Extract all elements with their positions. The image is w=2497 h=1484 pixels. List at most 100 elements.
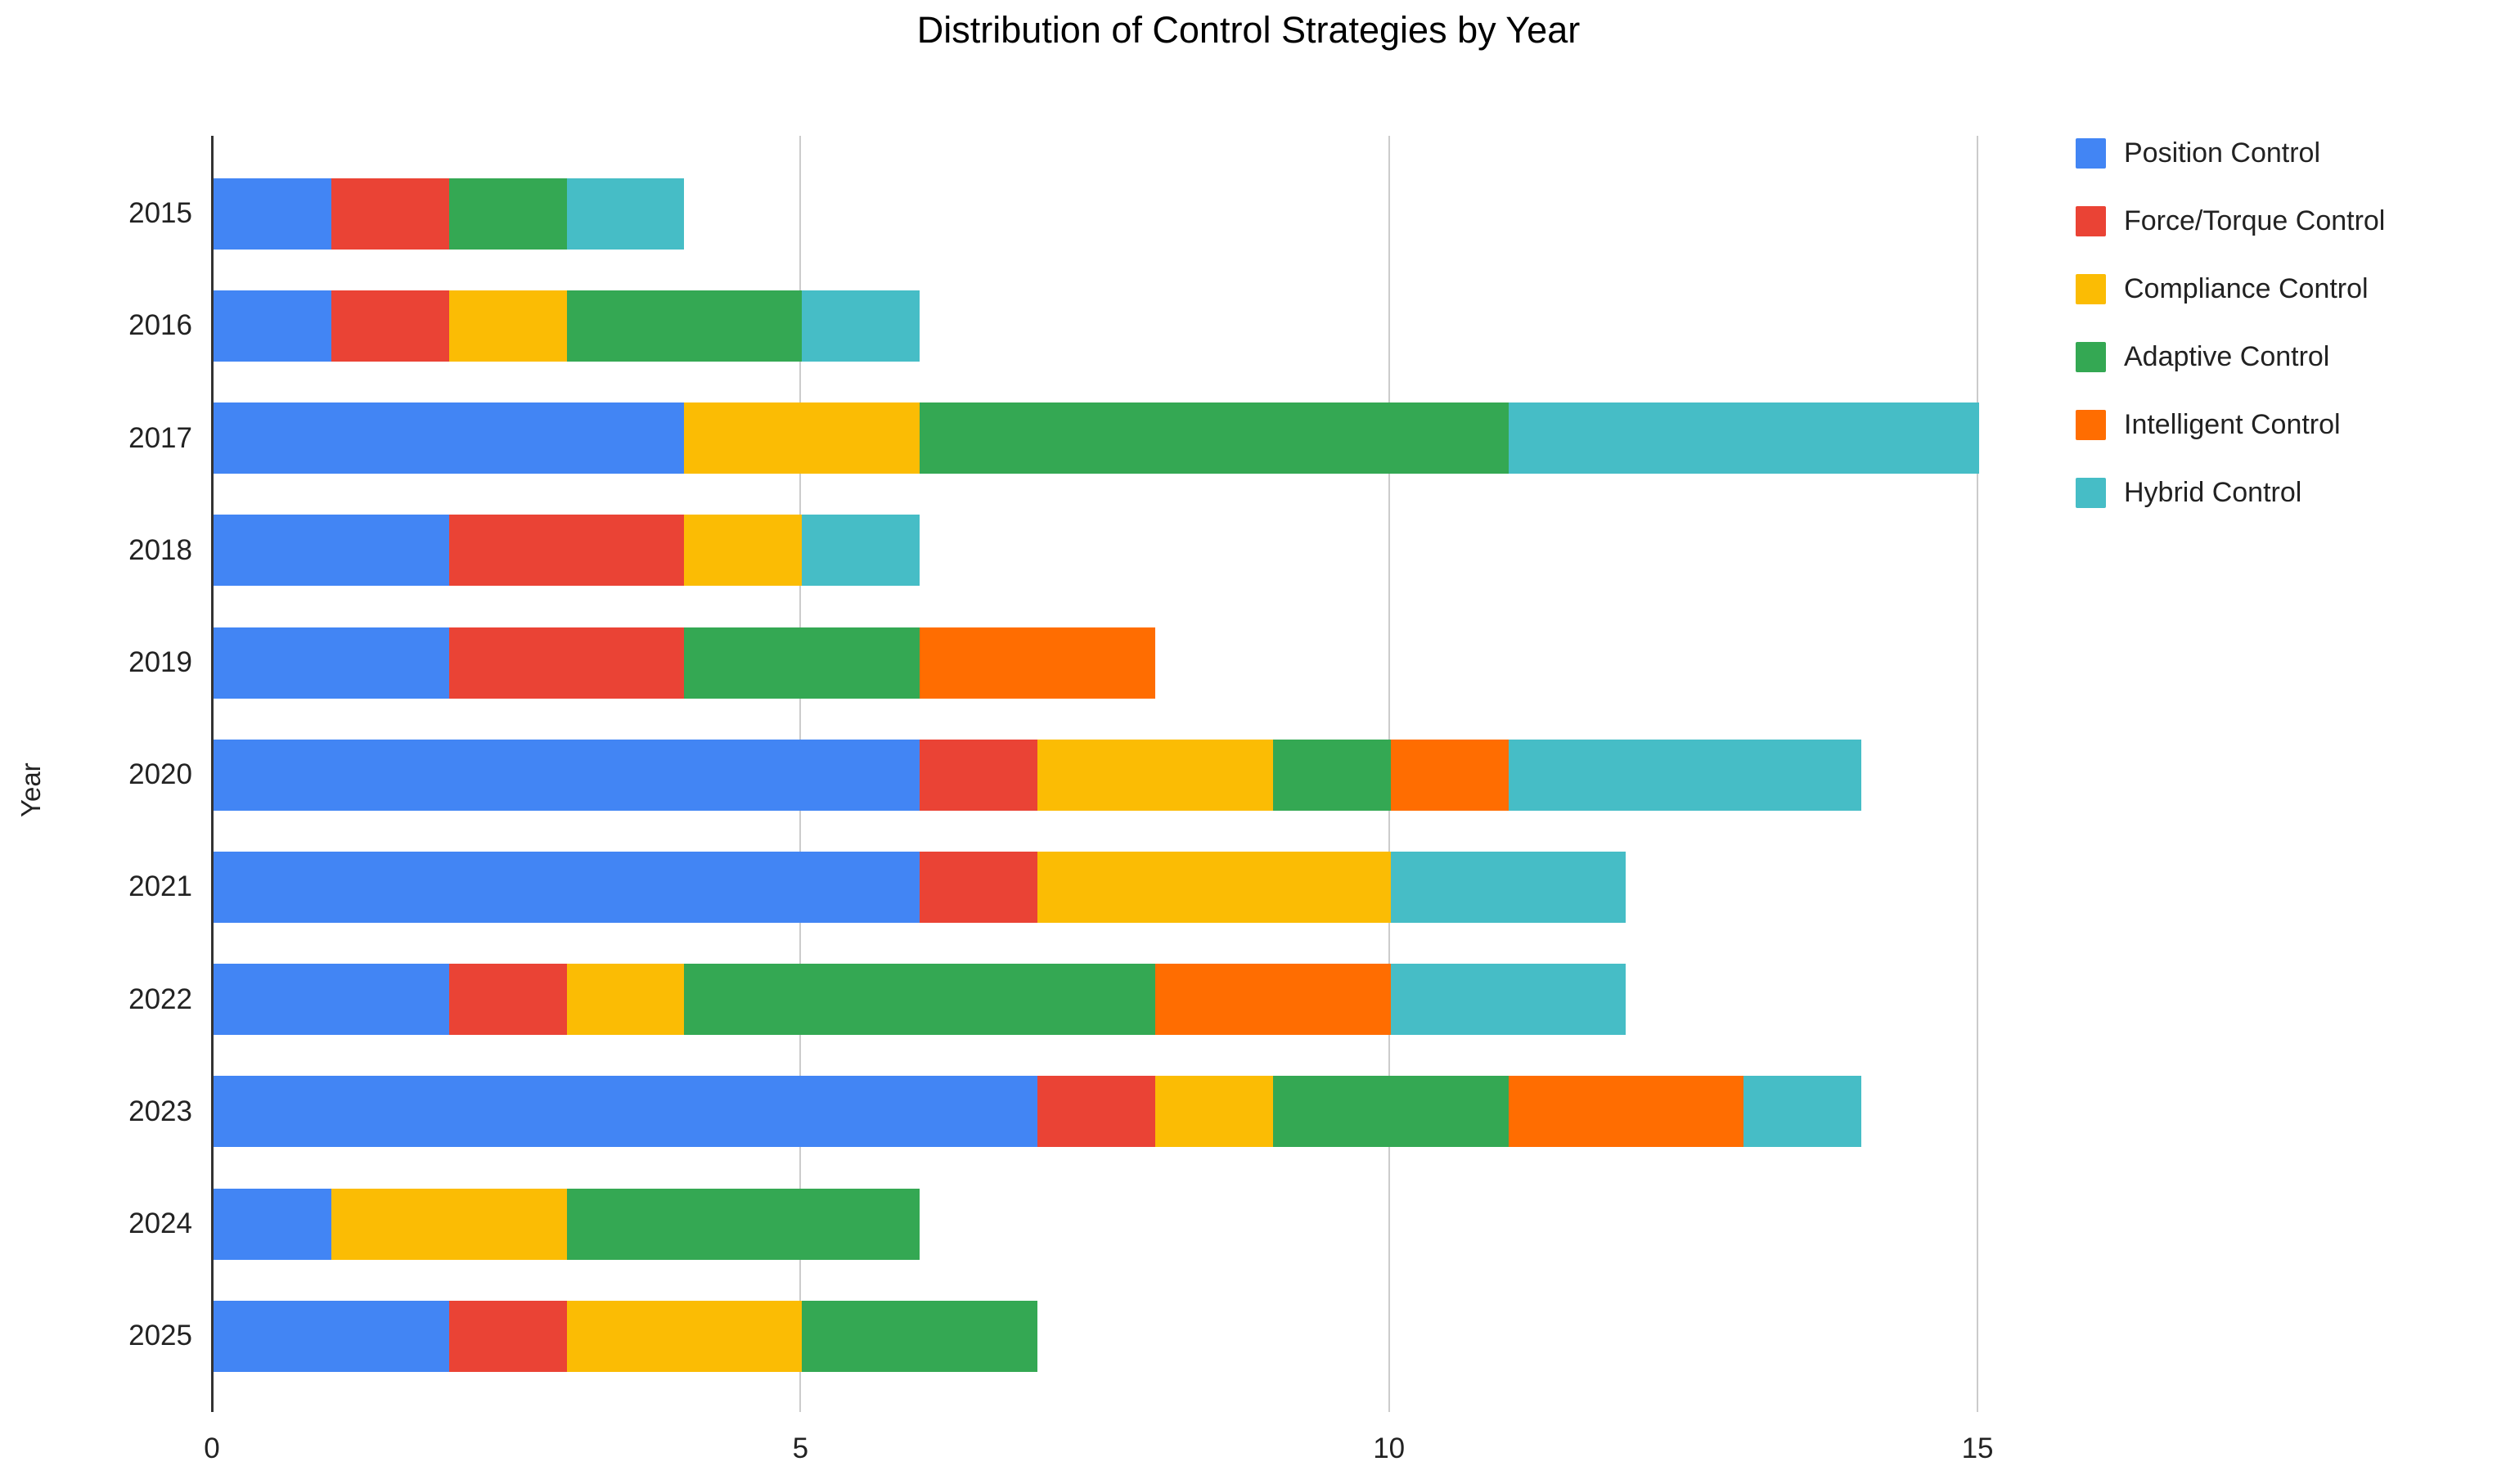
bar-segment-position-control-2021[interactable] bbox=[214, 851, 920, 923]
bar-segment-adaptive-control-2015[interactable] bbox=[448, 178, 567, 250]
bar-segment-intelligent-control-2019[interactable] bbox=[920, 627, 1155, 699]
legend-swatch-force-torque-control bbox=[2076, 206, 2106, 236]
legend-item-compliance-control[interactable]: Compliance Control bbox=[2076, 273, 2385, 304]
bar-segment-compliance-control-2021[interactable] bbox=[1037, 851, 1391, 923]
bar-segment-force-torque-control-2021[interactable] bbox=[920, 851, 1038, 923]
bar-segment-compliance-control-2022[interactable] bbox=[566, 964, 685, 1036]
bar-segment-compliance-control-2017[interactable] bbox=[684, 402, 920, 474]
y-tick-label-2019: 2019 bbox=[128, 646, 192, 678]
legend-item-position-control[interactable]: Position Control bbox=[2076, 137, 2385, 169]
bar-segment-compliance-control-2018[interactable] bbox=[684, 515, 803, 587]
legend-swatch-position-control bbox=[2076, 138, 2106, 169]
bar-segment-hybrid-control-2015[interactable] bbox=[566, 178, 685, 250]
bar-segment-adaptive-control-2019[interactable] bbox=[684, 627, 920, 699]
bar-row-2017 bbox=[214, 402, 1980, 474]
bar-segment-adaptive-control-2022[interactable] bbox=[684, 964, 1155, 1036]
bar-segment-adaptive-control-2024[interactable] bbox=[566, 1188, 920, 1260]
bar-segment-position-control-2020[interactable] bbox=[214, 739, 920, 811]
bar-segment-position-control-2016[interactable] bbox=[214, 290, 331, 362]
legend-item-force-torque-control[interactable]: Force/Torque Control bbox=[2076, 205, 2386, 236]
bar-segment-force-torque-control-2018[interactable] bbox=[448, 515, 685, 587]
bar-segment-compliance-control-2025[interactable] bbox=[566, 1300, 803, 1372]
y-axis-line bbox=[211, 136, 214, 1412]
bar-segment-position-control-2024[interactable] bbox=[214, 1188, 331, 1260]
y-axis-tick-labels: 2015 2016 2017 2018 2019 2020 2021 2022 2023 2024… bbox=[0, 136, 192, 1412]
bar-segment-hybrid-control-2023[interactable] bbox=[1743, 1076, 1862, 1148]
bar-segment-compliance-control-2023[interactable] bbox=[1154, 1076, 1273, 1148]
x-tick-label-0: 0 bbox=[204, 1432, 220, 1464]
x-axis-tick-labels: 0 5 10 15 bbox=[204, 1432, 2022, 1473]
legend-label-compliance-control: Compliance Control bbox=[2124, 273, 2369, 304]
bar-segment-compliance-control-2024[interactable] bbox=[331, 1188, 567, 1260]
bar-segment-intelligent-control-2022[interactable] bbox=[1154, 964, 1391, 1036]
bar-segment-force-torque-control-2019[interactable] bbox=[448, 627, 685, 699]
bar-row-2015 bbox=[214, 178, 685, 250]
bar-row-2022 bbox=[214, 964, 1626, 1036]
y-tick-label-2025: 2025 bbox=[128, 1320, 192, 1352]
bar-row-2024 bbox=[214, 1188, 920, 1260]
gridline-x-15 bbox=[1977, 136, 1979, 1412]
bar-segment-intelligent-control-2023[interactable] bbox=[1508, 1076, 1744, 1148]
bar-row-2018 bbox=[214, 515, 920, 587]
bar-row-2021 bbox=[214, 851, 1626, 923]
y-tick-label-2016: 2016 bbox=[128, 309, 192, 342]
bar-segment-hybrid-control-2021[interactable] bbox=[1390, 851, 1626, 923]
bar-segment-hybrid-control-2018[interactable] bbox=[802, 515, 920, 587]
legend-label-hybrid-control: Hybrid Control bbox=[2124, 477, 2302, 508]
bar-segment-position-control-2022[interactable] bbox=[214, 964, 449, 1036]
bar-segment-hybrid-control-2022[interactable] bbox=[1390, 964, 1626, 1036]
bar-segment-adaptive-control-2017[interactable] bbox=[920, 402, 1509, 474]
plot-area bbox=[211, 136, 2022, 1412]
y-tick-label-2015: 2015 bbox=[128, 197, 192, 230]
bar-segment-position-control-2019[interactable] bbox=[214, 627, 449, 699]
bar-segment-force-torque-control-2015[interactable] bbox=[331, 178, 449, 250]
bar-segment-position-control-2018[interactable] bbox=[214, 515, 449, 587]
y-tick-label-2024: 2024 bbox=[128, 1207, 192, 1239]
legend-swatch-intelligent-control bbox=[2076, 410, 2106, 440]
bar-segment-hybrid-control-2020[interactable] bbox=[1508, 739, 1862, 811]
y-tick-label-2023: 2023 bbox=[128, 1095, 192, 1127]
chart-title: Distribution of Control Strategies by Ye… bbox=[916, 9, 1581, 51]
legend-label-adaptive-control: Adaptive Control bbox=[2124, 341, 2330, 372]
bar-segment-adaptive-control-2020[interactable] bbox=[1272, 739, 1391, 811]
legend-label-force-torque-control: Force/Torque Control bbox=[2124, 205, 2386, 236]
bar-segment-force-torque-control-2016[interactable] bbox=[331, 290, 449, 362]
x-tick-label-5: 5 bbox=[792, 1432, 809, 1464]
bar-segment-position-control-2015[interactable] bbox=[214, 178, 331, 250]
bar-row-2025 bbox=[214, 1300, 1038, 1372]
bar-segment-adaptive-control-2016[interactable] bbox=[566, 290, 803, 362]
bar-row-2023 bbox=[214, 1076, 1862, 1148]
legend-label-position-control: Position Control bbox=[2124, 137, 2321, 169]
legend-swatch-adaptive-control bbox=[2076, 342, 2106, 372]
y-tick-label-2020: 2020 bbox=[128, 758, 192, 791]
bar-segment-position-control-2023[interactable] bbox=[214, 1076, 1038, 1148]
bar-segment-position-control-2025[interactable] bbox=[214, 1300, 449, 1372]
bar-segment-force-torque-control-2023[interactable] bbox=[1037, 1076, 1155, 1148]
legend-swatch-hybrid-control bbox=[2076, 478, 2106, 508]
bar-segment-hybrid-control-2017[interactable] bbox=[1508, 402, 1980, 474]
legend: Position Control Force/Torque Control Comp… bbox=[2076, 137, 2386, 546]
legend-item-intelligent-control[interactable]: Intelligent Control bbox=[2076, 409, 2385, 440]
legend-item-adaptive-control[interactable]: Adaptive Control bbox=[2076, 341, 2385, 372]
y-tick-label-2021: 2021 bbox=[128, 870, 192, 903]
bar-segment-hybrid-control-2016[interactable] bbox=[802, 290, 920, 362]
bar-segment-adaptive-control-2023[interactable] bbox=[1272, 1076, 1509, 1148]
y-tick-label-2022: 2022 bbox=[128, 983, 192, 1015]
bar-segment-compliance-control-2016[interactable] bbox=[448, 290, 567, 362]
bar-segment-force-torque-control-2025[interactable] bbox=[448, 1300, 567, 1372]
bar-row-2019 bbox=[214, 627, 1155, 699]
legend-label-intelligent-control: Intelligent Control bbox=[2124, 409, 2341, 440]
bar-segment-position-control-2017[interactable] bbox=[214, 402, 685, 474]
bar-segment-compliance-control-2020[interactable] bbox=[1037, 739, 1273, 811]
bar-segment-force-torque-control-2020[interactable] bbox=[920, 739, 1038, 811]
bar-segment-intelligent-control-2020[interactable] bbox=[1390, 739, 1509, 811]
x-tick-label-15: 15 bbox=[1961, 1432, 1994, 1464]
legend-item-hybrid-control[interactable]: Hybrid Control bbox=[2076, 477, 2385, 508]
bar-row-2016 bbox=[214, 290, 920, 362]
bar-segment-adaptive-control-2025[interactable] bbox=[802, 1300, 1038, 1372]
y-tick-label-2017: 2017 bbox=[128, 421, 192, 454]
bar-row-2020 bbox=[214, 739, 1862, 811]
bar-segment-force-torque-control-2022[interactable] bbox=[448, 964, 567, 1036]
y-tick-label-2018: 2018 bbox=[128, 533, 192, 566]
